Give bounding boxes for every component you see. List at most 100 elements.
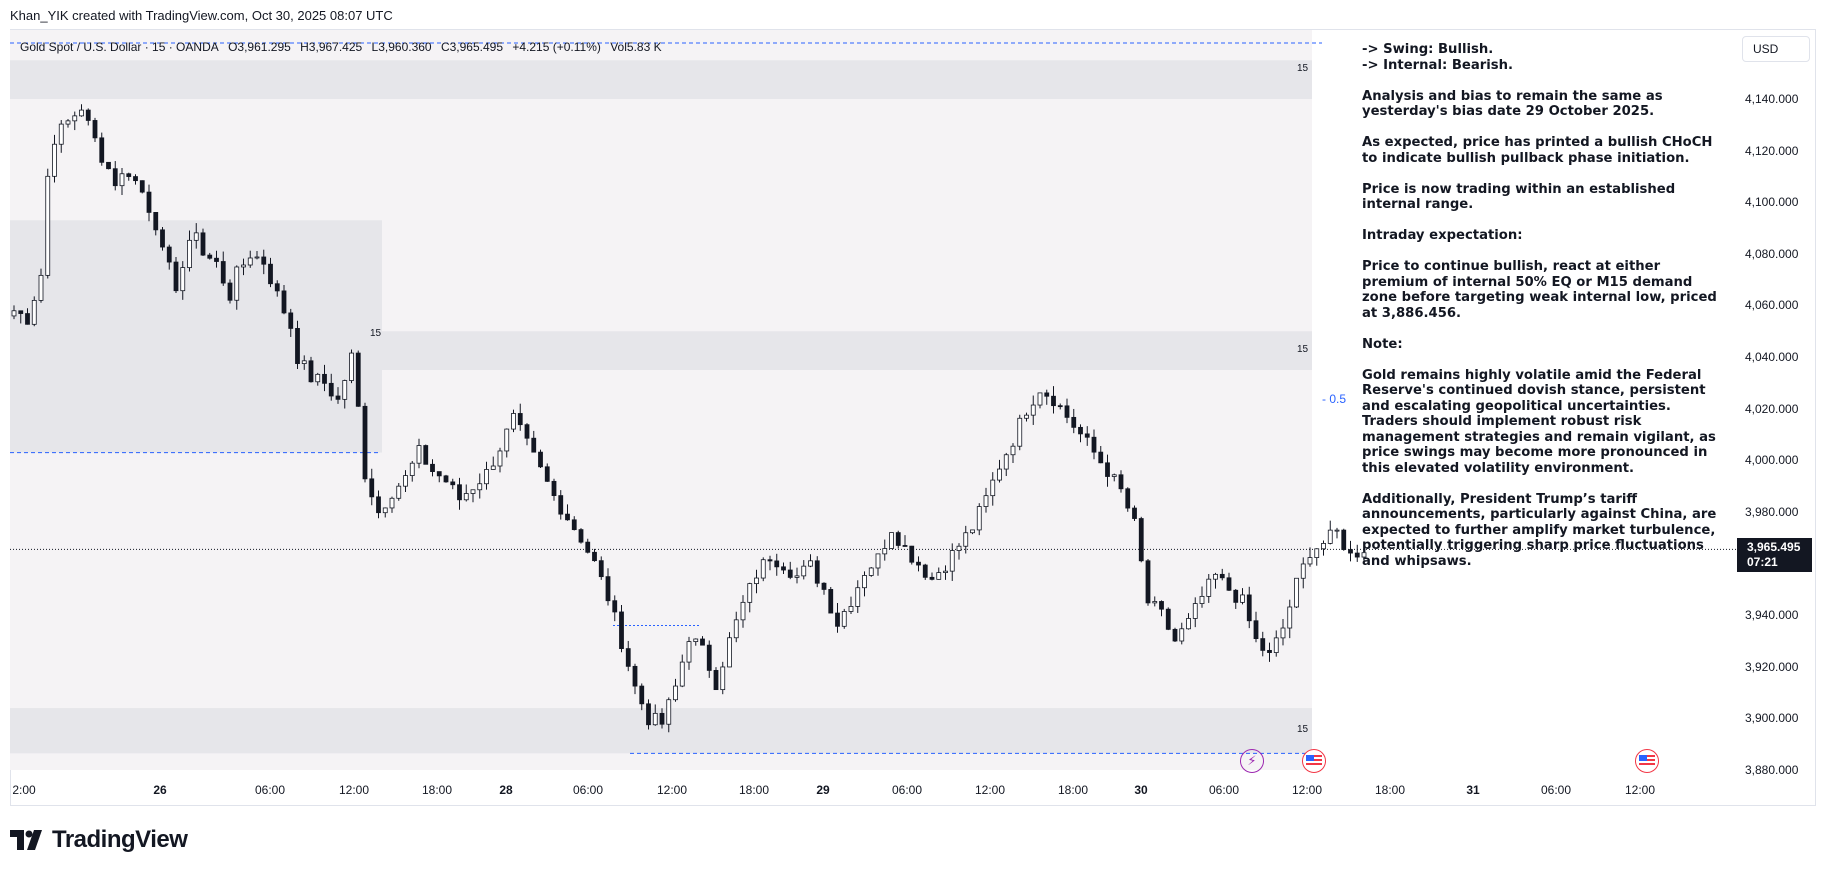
candle-body [322, 373, 327, 384]
candle-body [220, 261, 226, 284]
zone-tag-supply: 15 [1297, 344, 1309, 355]
candle-body [504, 428, 510, 452]
candle-body [828, 589, 834, 614]
candle-body [281, 290, 287, 314]
candle-body [922, 564, 928, 578]
candle-body [565, 513, 570, 521]
candle-body [1057, 405, 1063, 408]
candle-body [976, 506, 982, 531]
analysis-paragraph: As expected, price has printed a bullish… [1362, 135, 1713, 166]
candle-body [983, 495, 989, 507]
candle-body [598, 560, 604, 578]
candle-body [895, 532, 901, 546]
close-value: C3,965.495 [440, 40, 504, 54]
candle-body [875, 553, 881, 569]
price-tick-label: 4,140.000 [1745, 92, 1799, 106]
candle-body [524, 424, 530, 439]
candle-body [261, 256, 267, 265]
price-tick-label: 4,040.000 [1745, 350, 1799, 365]
candle-body [1064, 405, 1070, 418]
candle-body [821, 582, 827, 590]
candle-body [470, 489, 476, 494]
currency-button[interactable]: USD [1742, 36, 1810, 62]
candle-body [713, 670, 719, 691]
open-value: O3,961.295 [228, 40, 291, 54]
candle-body [1300, 563, 1306, 579]
time-tick-label: 18:00 [1057, 783, 1089, 797]
time-tick-label: 12:00 [656, 783, 688, 797]
candle-body [632, 665, 638, 687]
candle-body [916, 561, 921, 566]
candle-body [349, 352, 354, 381]
analysis-paragraph: Price to continue bullish, react at eith… [1362, 259, 1717, 321]
candle-body [1132, 507, 1137, 519]
candle-body [180, 267, 186, 292]
candle-body [1348, 549, 1353, 554]
tradingview-logo[interactable]: TradingView [10, 826, 188, 854]
candle-body [544, 466, 550, 482]
zone-box [10, 220, 382, 453]
candle-body [38, 274, 44, 301]
time-tick-label: 30 [1134, 783, 1148, 797]
candle-body [396, 485, 402, 499]
candle-body [409, 462, 415, 476]
candle-body [227, 282, 233, 301]
candle-body [511, 413, 516, 430]
candle-body [106, 161, 111, 170]
candle-body [1010, 445, 1016, 456]
candle-body [1327, 529, 1333, 544]
candle-body [1111, 474, 1117, 477]
candle-body [335, 395, 341, 400]
time-tick-label: 18:00 [1374, 783, 1406, 797]
price-tick-label: 4,080.000 [1745, 246, 1799, 261]
candle-body [814, 560, 820, 584]
candle-body [1321, 543, 1326, 550]
candle-body [578, 529, 584, 543]
change-value: +4.215 (+0.11%) [512, 40, 601, 54]
candle-body [25, 313, 30, 325]
candle-body [1253, 620, 1259, 640]
candle-body [11, 310, 17, 317]
time-tick-label: 12:00 [1624, 783, 1656, 797]
candle-body [1152, 601, 1158, 604]
time-tick-label: 12:00 [1291, 783, 1323, 797]
candle-body [254, 256, 260, 259]
candle-body [706, 644, 712, 671]
lightning-event-icon[interactable]: ⚡ [1240, 749, 1264, 773]
candle-body [463, 493, 469, 501]
candle-body [295, 328, 300, 364]
candle-body [497, 450, 503, 467]
candle-body [659, 712, 665, 725]
candle-body [605, 576, 611, 602]
zone-tag-left: 15 [370, 328, 382, 339]
candle-body [79, 109, 84, 117]
candle-body [841, 611, 847, 627]
candle-body [956, 545, 962, 551]
candle-body [1206, 578, 1212, 597]
candle-body [484, 469, 489, 485]
candle-body [1307, 557, 1313, 565]
candle-body [1334, 529, 1340, 532]
time-tick-label: 12:00 [338, 783, 370, 797]
candle-body [382, 507, 388, 514]
analysis-heading: Intraday expectation: [1362, 228, 1523, 243]
candle-body [733, 619, 739, 639]
volume-value: Vol5.83 K [610, 40, 662, 54]
candle-body [862, 575, 867, 589]
candle-body [909, 545, 915, 563]
analysis-bias: -> Swing: Bullish. -> Internal: Bearish. [1362, 42, 1513, 73]
price-tick-label: 4,060.000 [1745, 298, 1799, 313]
candle-body [889, 532, 894, 549]
candle-body [625, 648, 631, 667]
candle-body [1078, 426, 1083, 435]
us-flag-event-icon-2[interactable] [1635, 749, 1659, 773]
bar-countdown: 07:21 [1747, 555, 1778, 569]
candle-body [72, 115, 78, 122]
candle-body [274, 283, 280, 292]
us-flag-event-icon[interactable] [1302, 749, 1326, 773]
symbol-name[interactable]: Gold Spot / U.S. Dollar · 15 · OANDA [20, 40, 219, 54]
candle-body [1125, 488, 1131, 509]
candle-body [430, 463, 435, 472]
candle-body [1354, 552, 1360, 558]
